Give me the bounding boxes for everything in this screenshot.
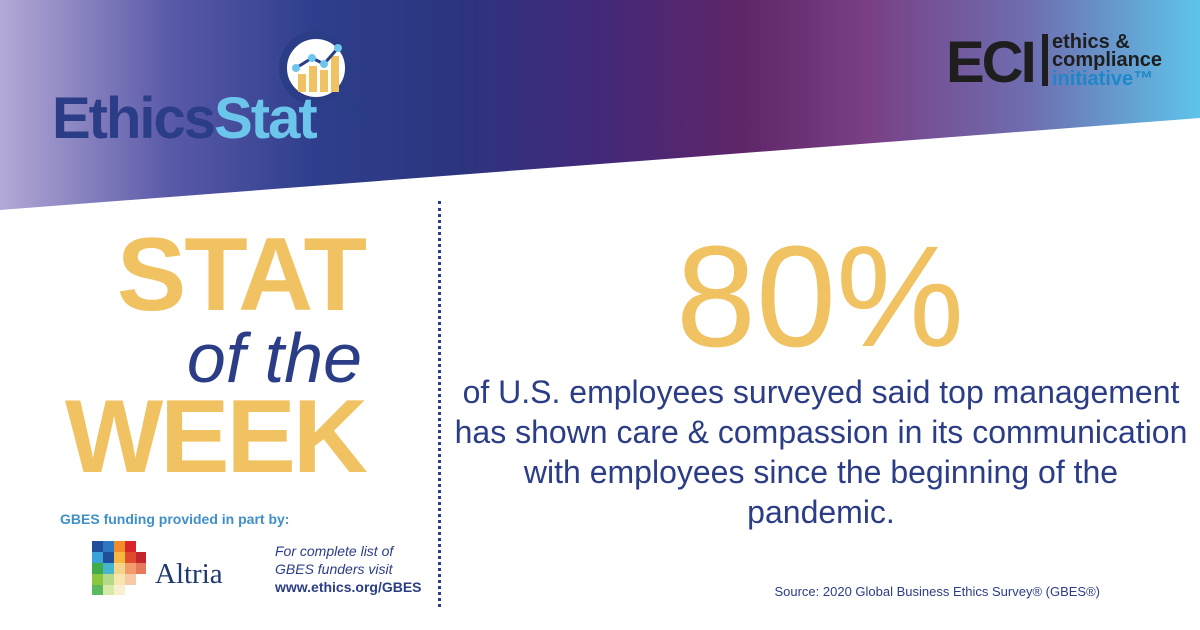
eci-line-compliance: compliance	[1052, 49, 1163, 72]
funding-label: GBES funding provided in part by:	[60, 511, 290, 527]
altria-mosaic-icon	[92, 541, 146, 595]
eci-logo: ECI ethics & compliance initiative™	[946, 30, 1186, 92]
eci-wordmark: ethics & compliance initiative™	[1052, 31, 1163, 90]
stat-word: Stat	[214, 86, 318, 151]
ethics-word: Ethics	[52, 86, 216, 151]
eci-line-initiative: initiative™	[1052, 67, 1154, 90]
stat-source: Source: 2020 Global Business Ethics Surv…	[774, 584, 1100, 599]
funders-line-1: For complete list of	[275, 543, 394, 559]
stat-statement: of U.S. employees surveyed said top mana…	[454, 374, 1188, 530]
stat-percentage: 80%	[675, 216, 965, 377]
eci-line-ethics: ethics &	[1052, 31, 1130, 53]
funders-url[interactable]: www.ethics.org/GBES	[275, 579, 422, 595]
headline-week: WEEK	[65, 379, 368, 495]
sponsor-name: Altria	[155, 558, 223, 590]
ethicsstat-wordmark: EthicsStat	[52, 90, 318, 148]
ethicsstat-logo: EthicsStat	[52, 28, 382, 152]
dotted-divider	[438, 201, 441, 607]
eci-divider-bar	[1042, 34, 1048, 86]
headline-stat: STAT	[116, 217, 367, 333]
funders-note: For complete list of GBES funders visit …	[275, 542, 422, 596]
eci-letters: ECI	[946, 30, 1037, 95]
stat-detail-panel: 80% of U.S. employees surveyed said top …	[440, 215, 1200, 630]
magnifier-chart-icon	[279, 31, 366, 122]
headline-of-the: of the	[186, 319, 362, 397]
stat-of-week-panel: STAT of the WEEK GBES funding provided i…	[0, 215, 430, 630]
funders-line-2: GBES funders visit	[275, 561, 393, 577]
